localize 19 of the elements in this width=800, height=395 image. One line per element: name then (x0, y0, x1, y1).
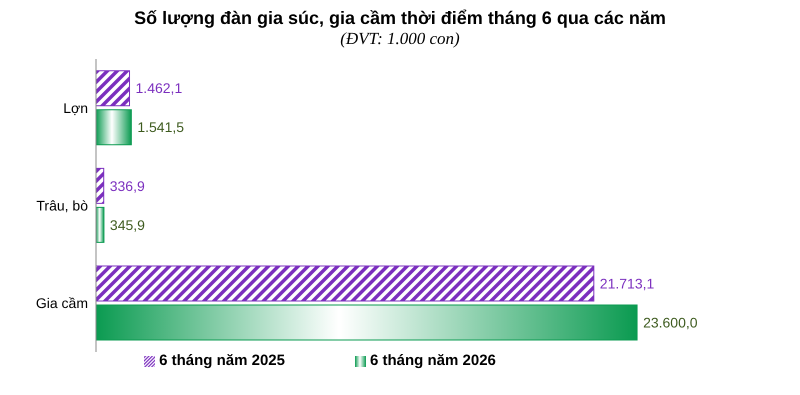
data-label: 23.600,0 (643, 314, 698, 331)
data-label: 21.713,1 (600, 276, 655, 292)
y-tick-label: Lợn (63, 100, 88, 116)
bar (96, 266, 594, 302)
chart-title: Số lượng đàn gia súc, gia cầm thời điểm tháng 6 qua các năm (133, 8, 667, 29)
data-label: 1.541,5 (137, 119, 184, 136)
legend-label: 6 tháng năm 2026 (370, 352, 496, 369)
data-label: 345,9 (110, 216, 146, 233)
bar (96, 206, 104, 243)
data-label: 1.462,1 (136, 80, 182, 96)
y-tick-label: Trâu, bò (36, 197, 88, 214)
y-tick-label: Gia cầm (36, 295, 88, 312)
bar (96, 70, 130, 106)
chart-subtitle: (ĐVT: 1.000 con) (339, 29, 461, 49)
data-label: 336,9 (110, 178, 145, 194)
bar (96, 304, 638, 341)
bar (96, 109, 132, 146)
legend-label: 6 tháng năm 2025 (159, 352, 285, 369)
bar (96, 168, 104, 204)
